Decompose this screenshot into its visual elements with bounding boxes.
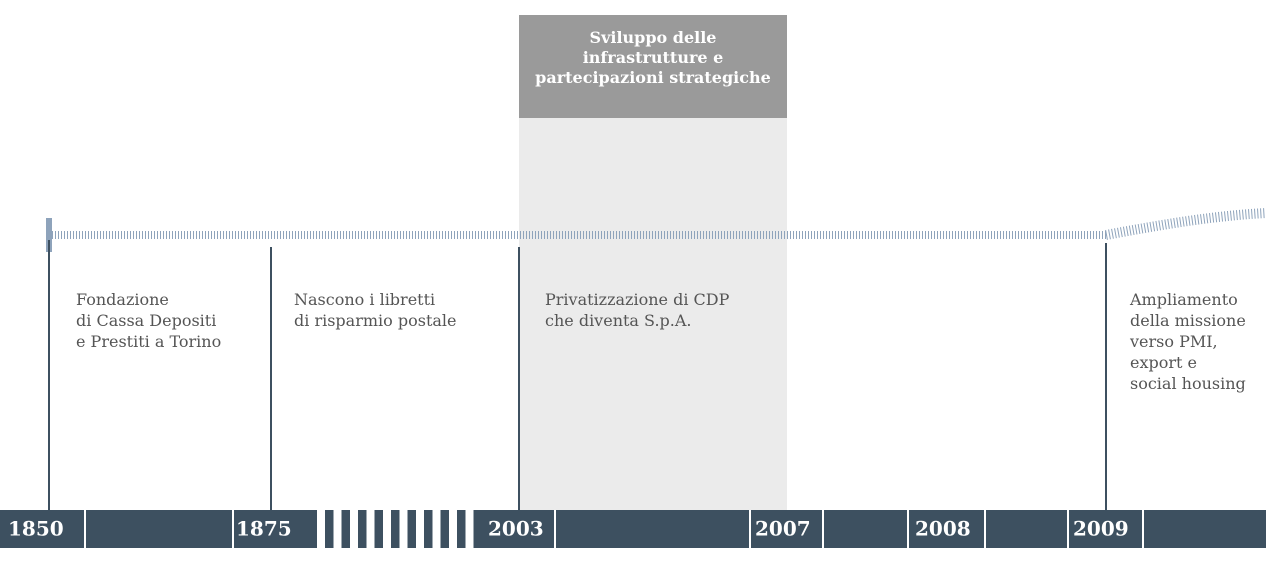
event-text: di risparmio postale [294,311,457,330]
year-label: 2008 [915,517,971,541]
break-stripe [333,510,342,548]
break-stripe [317,510,325,548]
axis-curve [1105,208,1266,240]
axis-start [46,218,52,252]
period-header [519,15,787,118]
year-label: 2009 [1073,517,1129,541]
event-text: social housing [1130,374,1246,393]
period-title-line: Sviluppo delle [590,28,717,47]
break-stripe [399,510,408,548]
event-text: che diventa S.p.A. [545,311,692,330]
year-label: 1850 [8,517,64,541]
year-label: 2003 [488,517,544,541]
break-stripe [366,510,375,548]
break-stripe [350,510,358,548]
break-stripe [383,510,391,548]
event-text: e Prestiti a Torino [76,332,221,351]
period-title-line: infrastrutture e [583,48,724,67]
year-bar [0,510,1266,548]
break-stripe [465,510,474,548]
break-stripe [432,510,441,548]
events: Fondazione di Cassa Depositi e Prestiti a … [76,290,1246,393]
event-text: export e [1130,353,1197,372]
event-text: di Cassa Depositi [76,311,216,330]
event-text: verso PMI, [1129,332,1218,351]
event-text: Nascono i libretti [294,290,435,309]
break-stripe [449,510,457,548]
event-text: Privatizzazione di CDP [545,290,730,309]
year-label: 2007 [755,517,811,541]
event-text: della missione [1130,311,1246,330]
year-bar-details: 1850 1875 2003 2007 2008 2009 [8,510,1144,548]
event-text: Ampliamento [1129,290,1238,309]
period-title-line: partecipazioni strategiche [535,68,771,87]
break-stripe [416,510,424,548]
year-label: 1875 [236,517,292,541]
period-area [519,118,787,510]
event-text: Fondazione [76,290,169,309]
